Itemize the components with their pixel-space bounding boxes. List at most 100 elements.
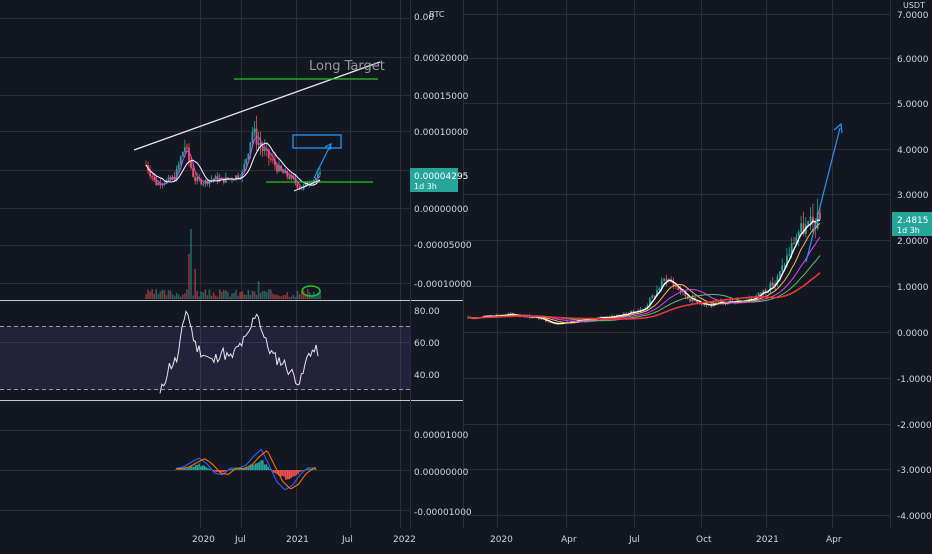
right-time-axis[interactable]: 2020 Apr Jul Oct 2021 Apr [490, 535, 842, 545]
volume-bar [220, 291, 223, 299]
price-candle [660, 280, 663, 289]
macd-axis[interactable]: 0.00001000 0.00000000 -0.00001000 [414, 431, 472, 518]
price-candle [653, 295, 656, 297]
price-candle [625, 313, 628, 315]
price-candle [797, 232, 800, 238]
projection-arrow[interactable] [313, 145, 331, 179]
macd-histogram-bar [254, 463, 257, 470]
macd-histogram-bar [272, 470, 275, 473]
price-candle [786, 255, 788, 266]
volume-bar [288, 296, 291, 299]
volume-bar [155, 289, 158, 299]
macd-histogram-bar [297, 470, 300, 474]
macd-histogram-bar [283, 470, 285, 477]
price-candle [807, 221, 810, 225]
price-candle [776, 276, 779, 284]
rsi-axis[interactable]: 80.00 60.00 40.00 [414, 307, 440, 381]
right-current-price-badge[interactable]: 2.4815 1d 3h [892, 212, 932, 236]
left-price-tick: 0.00010000 [414, 128, 469, 138]
price-candle [547, 321, 550, 323]
target-zone-box[interactable] [292, 134, 342, 149]
macd-histogram-bar [189, 465, 191, 470]
price-candle [663, 278, 665, 281]
volume-bar [186, 289, 188, 299]
price-candle [151, 176, 154, 178]
trendline-support[interactable] [293, 179, 321, 192]
macd-histogram-bar [207, 468, 209, 470]
volume-bar [208, 289, 211, 299]
macd-histogram-bar [215, 470, 218, 472]
volume-bar [188, 254, 190, 299]
macd-histogram-bar [235, 469, 238, 470]
right-projection-arrow[interactable] [805, 127, 841, 263]
price-candle [149, 171, 151, 177]
price-candle [795, 237, 798, 245]
price-candle [530, 317, 533, 319]
left-current-price-badge[interactable]: 0.00004295 1d 3h [410, 168, 468, 192]
macd-histogram-bar [299, 470, 301, 472]
volume-bar [212, 292, 215, 299]
rsi-line-path [159, 310, 319, 394]
price-candle [235, 175, 237, 180]
volume-bar [206, 295, 209, 299]
right-price-axis[interactable]: USDT 7.0000 6.0000 5.0000 4.0000 3.0000 … [897, 1, 932, 522]
rsi-line [159, 310, 319, 394]
volume-bar [192, 295, 194, 299]
volume-bar [225, 290, 227, 299]
price-candle [729, 300, 732, 302]
moving-average-mid [467, 223, 821, 324]
volume-bar [294, 296, 297, 299]
volume-bar [229, 296, 231, 299]
price-candle [319, 172, 321, 174]
macd-histogram-bar [194, 464, 197, 470]
macd-histogram-bar [260, 460, 262, 470]
macd-histogram-bar [274, 470, 277, 474]
price-candle [781, 265, 784, 272]
price-candle [715, 302, 717, 304]
macd-histogram-bar [286, 470, 289, 480]
macd-histogram-bar [263, 464, 266, 470]
price-candle [157, 182, 160, 186]
macd-histogram-bar [175, 469, 177, 470]
macd-histogram-bar [256, 463, 259, 470]
volume-bar [298, 294, 301, 299]
price-candle [689, 298, 691, 302]
price-candle [788, 253, 791, 256]
price-candle [202, 183, 205, 185]
price-candle [300, 188, 303, 190]
macd-histogram-bar [315, 469, 317, 470]
macd-histogram-bar [253, 464, 255, 470]
volume-bar [306, 289, 309, 299]
volume-bar [190, 229, 192, 299]
volume-bar [147, 289, 149, 299]
price-candle [812, 216, 814, 222]
price-candle [186, 147, 188, 149]
price-candle [294, 178, 297, 184]
price-candle [717, 302, 720, 304]
volume-highlight-circle[interactable] [301, 285, 321, 297]
price-candle [194, 176, 197, 181]
left-price-tick: 0.00020000 [414, 54, 469, 64]
volume-bar [167, 290, 170, 299]
left-price-axis[interactable]: 0.00 BTC 0.00020000 0.00015000 0.0001000… [414, 10, 472, 290]
price-candle [315, 177, 317, 180]
left-time-tick: 2021 [286, 535, 309, 545]
left-time-axis[interactable]: 2020 Jul 2021 Jul 2022 [192, 535, 416, 545]
macd-histogram-bar [231, 469, 234, 470]
volume-bars [145, 229, 321, 299]
volume-bar [171, 294, 174, 299]
macd-histogram-bar [267, 466, 269, 470]
price-candle [757, 292, 760, 296]
macd-signal-line [176, 450, 317, 490]
right-time-tick: Oct [696, 535, 712, 545]
trendline-resistance[interactable] [133, 61, 381, 151]
macd-histogram-bar [249, 464, 252, 470]
right-moving-averages [467, 219, 821, 325]
volume-bar [237, 295, 239, 299]
price-candle [658, 288, 661, 291]
price-candle [632, 310, 635, 312]
macd-histogram-bar [223, 470, 225, 473]
moving-average-fast [145, 136, 321, 189]
